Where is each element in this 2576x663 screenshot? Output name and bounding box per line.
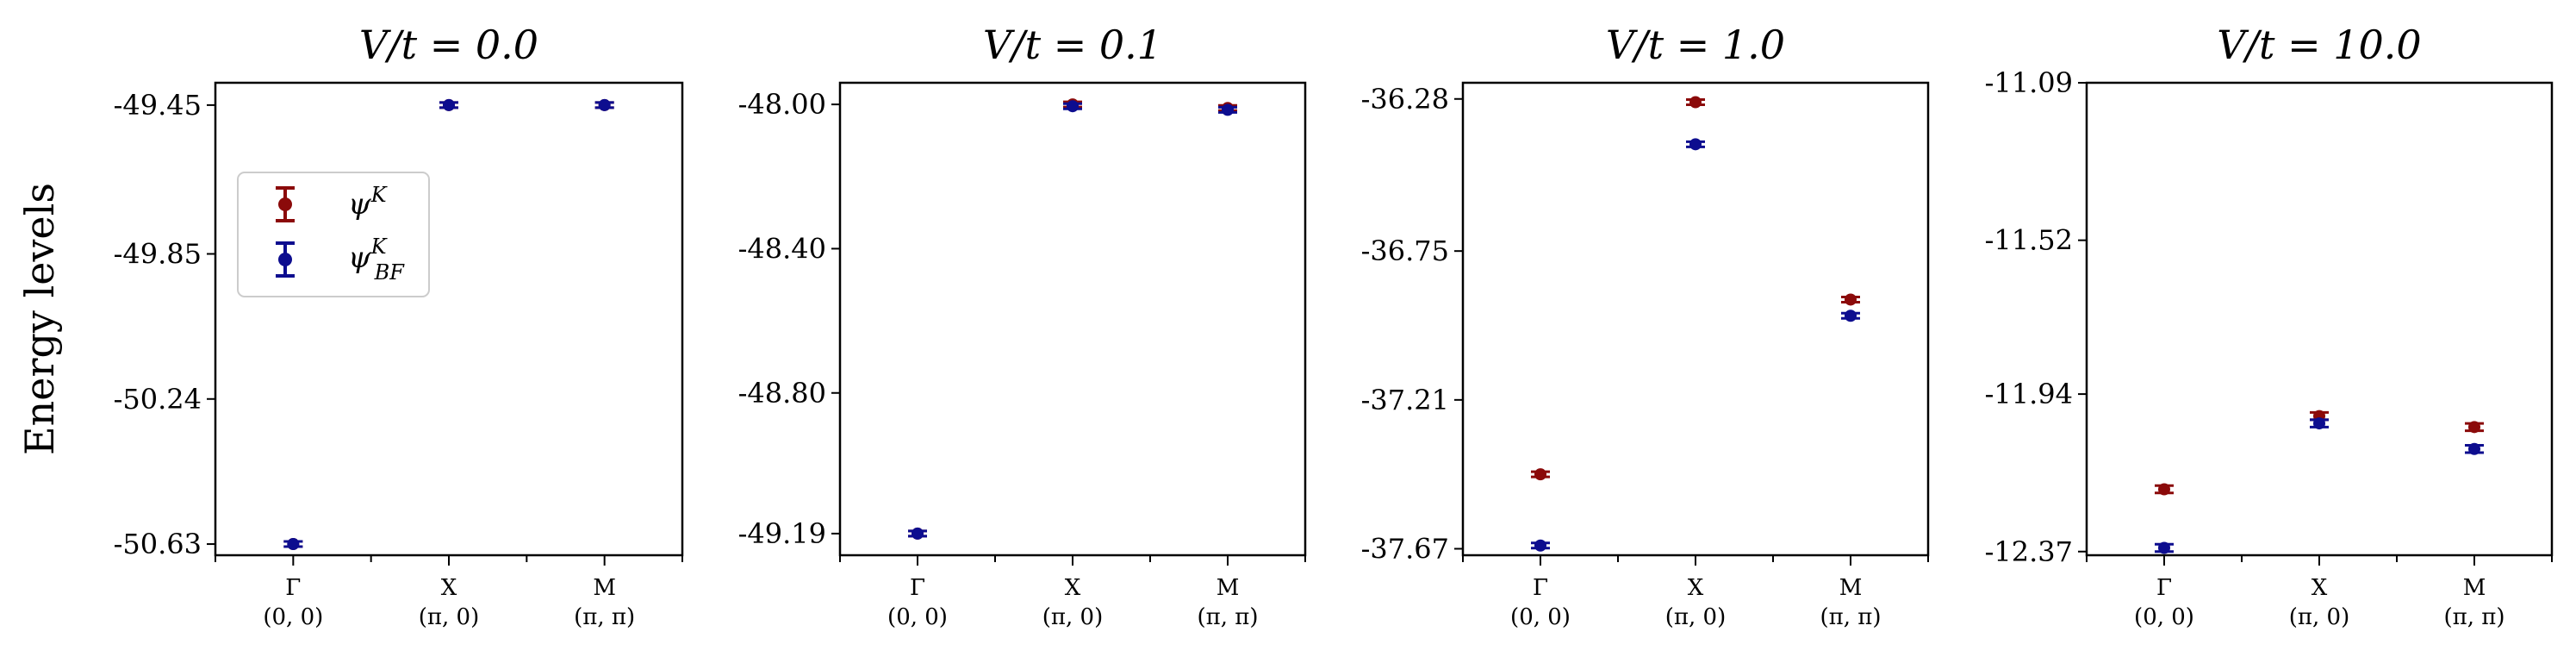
x-tick-coord: (0, 0) <box>887 604 948 630</box>
point-psi-bf-k <box>2313 417 2325 430</box>
y-tick-label: -37.21 <box>1361 384 1449 416</box>
panel-vt-0-1: V/t = 0.1 -48.00 -48.40 -48.80 -49.19 Γ (0, 0)… <box>738 22 1307 630</box>
x-tick-label-x: X <box>1065 575 1081 601</box>
x-tick-label-gamma: Γ <box>910 575 925 601</box>
x-tick-label-x: X <box>2312 575 2328 601</box>
x-tick-coord: (π, 0) <box>419 604 479 630</box>
point-psi-bf-k <box>2158 541 2170 554</box>
y-tick-label: -49.19 <box>738 517 826 550</box>
x-tick-label-x: X <box>1688 575 1704 601</box>
y-tick-label: -50.24 <box>114 383 202 416</box>
x-tick-coord: (0, 0) <box>263 604 323 630</box>
x-tick-coord: (π, 0) <box>1665 604 1726 630</box>
point-psi-bf-k <box>1067 100 1079 113</box>
panel-vt-10-0: V/t = 10.0 -11.09 -11.52 -11.94 -12.37 Γ (0, 0… <box>1985 22 2554 630</box>
point-psi-bf-k <box>598 98 611 111</box>
x-tick-label-m: M <box>593 575 616 601</box>
point-psi-bf-k <box>1845 310 1857 322</box>
legend-sub-bf: BF <box>374 260 406 285</box>
y-tick-label: -11.94 <box>1985 378 2073 410</box>
legend-marker <box>278 253 292 266</box>
x-tick-coord: (π, π) <box>574 604 635 630</box>
y-tick-label: -48.00 <box>738 88 826 121</box>
x-tick-label-x: X <box>441 575 457 601</box>
y-tick-label: -36.75 <box>1361 235 1449 267</box>
y-tick-label: -11.52 <box>1985 224 2073 257</box>
point-psi-bf-k <box>1689 138 1702 151</box>
legend-marker <box>278 197 292 211</box>
y-tick-label: -12.37 <box>1985 535 2073 568</box>
y-tick-label: -49.85 <box>114 237 202 270</box>
legend-sup-k: K <box>370 183 389 207</box>
y-tick-label: -48.40 <box>738 232 826 265</box>
point-psi-k <box>1845 293 1857 306</box>
x-tick-coord: (0, 0) <box>1510 604 1571 630</box>
x-tick-coord: (π, π) <box>1198 604 1259 630</box>
point-psi-bf-k <box>1222 103 1234 116</box>
x-tick-coord: (π, π) <box>2444 604 2505 630</box>
y-tick-label: -36.28 <box>1361 83 1449 116</box>
panel-vt-1-0: V/t = 1.0 -36.28 -36.75 -37.21 -37.67 Γ (0, 0)… <box>1361 22 1930 630</box>
figure-ylabel: Energy levels <box>16 183 63 455</box>
axes-frame <box>214 81 684 557</box>
point-psi-bf-k <box>1534 539 1546 552</box>
x-tick-label-gamma: Γ <box>2156 575 2172 601</box>
svg-text:ψK: ψK <box>348 183 389 222</box>
x-tick-label-m: M <box>2463 575 2486 601</box>
panel-title: V/t = 0.0 <box>359 22 538 68</box>
point-psi-bf-k <box>287 538 300 551</box>
legend: ψK ψK BF <box>237 172 430 297</box>
point-psi-bf-k <box>2468 442 2480 455</box>
y-tick-label: -11.09 <box>1985 66 2073 99</box>
legend-entry-psi-k: ψK <box>276 183 389 222</box>
x-tick-coord: (0, 0) <box>2134 604 2194 630</box>
x-tick-label-gamma: Γ <box>285 575 301 601</box>
x-tick-coord: (π, 0) <box>2289 604 2349 630</box>
x-tick-label-gamma: Γ <box>1533 575 1548 601</box>
point-psi-k <box>1689 96 1702 109</box>
legend-label-psi-bf: ψ <box>348 241 371 275</box>
x-tick-coord: (π, 0) <box>1042 604 1103 630</box>
y-tick-label: -48.80 <box>738 377 826 410</box>
axes-frame <box>838 81 1307 557</box>
point-psi-k <box>1534 468 1546 481</box>
x-tick-label-m: M <box>1839 575 1863 601</box>
point-psi-bf-k <box>912 527 924 540</box>
panel-title: V/t = 10.0 <box>2217 22 2421 68</box>
y-tick-label: -49.45 <box>114 89 202 122</box>
y-tick-label: -50.63 <box>114 528 202 560</box>
x-tick-coord: (π, π) <box>1820 604 1882 630</box>
y-tick-label: -37.67 <box>1361 532 1449 565</box>
panel-title: V/t = 0.1 <box>983 22 1162 68</box>
point-psi-k <box>2158 483 2170 496</box>
legend-label-psi-k: ψ <box>348 187 371 222</box>
panel-title: V/t = 1.0 <box>1606 22 1785 68</box>
legend-sup-k: K <box>370 235 389 259</box>
legend-entry-psi-bf-k: ψK BF <box>276 235 405 285</box>
x-tick-label-m: M <box>1216 575 1240 601</box>
point-psi-k <box>2468 421 2480 434</box>
point-psi-bf-k <box>443 98 455 111</box>
panel-vt-0-0: V/t = 0.0 -49.45 -49.85 -50.24 -50.63 Γ (0, 0)… <box>114 22 684 630</box>
